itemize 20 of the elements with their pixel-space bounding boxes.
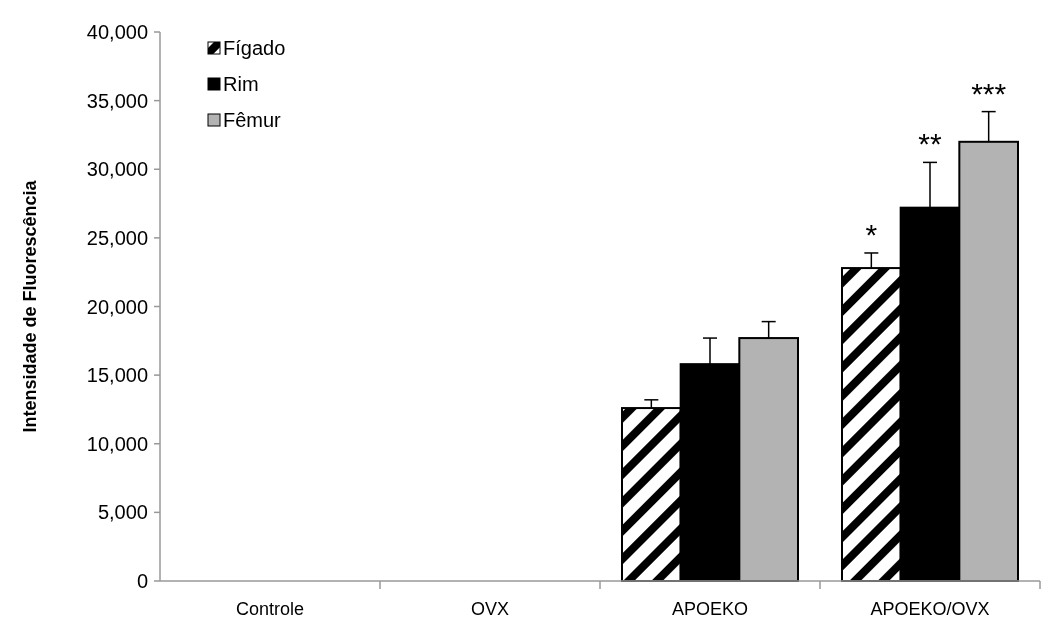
annotation: ** [918,127,942,161]
y-tick-label: 35,000 [86,89,148,112]
x-tick-label: OVX [470,599,510,619]
y-tick-label: 40,000 [86,21,148,43]
y-axis-title: Intensidade de Fluorescência [20,179,40,433]
y-tick-label: 20,000 [86,295,148,318]
legend-label: Fêmur [223,109,282,131]
y-tick-label: 25,000 [86,226,148,249]
y-tick-label: 0 [136,570,148,592]
y-tick-label: 5,000 [97,501,148,524]
annotation: *** [971,76,1007,110]
x-tick-label: APOEKO [671,599,749,619]
y-tick-label: 15,000 [86,364,148,387]
y-tick-label: 10,000 [86,432,148,455]
legend-label: Fígado [223,37,286,59]
y-tick-label: 30,000 [86,158,148,181]
legend-label: Rim [223,73,259,95]
x-tick-label: APOEKO/OVX [870,599,990,619]
x-tick-label: Controle [235,599,305,619]
annotation: * [865,217,878,251]
